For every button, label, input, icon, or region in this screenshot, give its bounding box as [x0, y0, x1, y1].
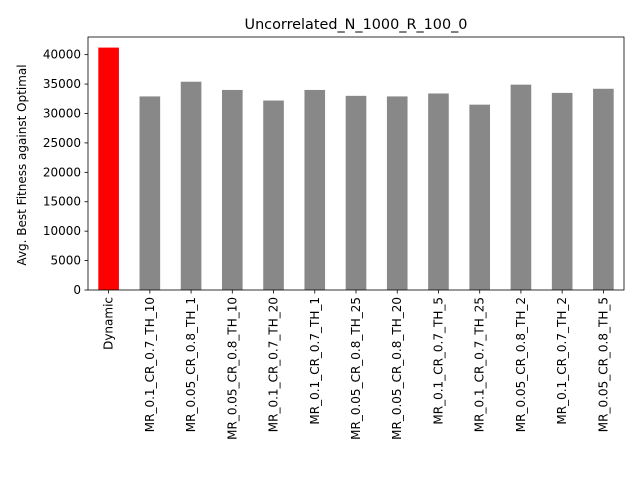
y-tick-label-2: 10000 — [43, 224, 81, 238]
x-tick-label-0: Dynamic — [102, 297, 116, 350]
bar-2 — [180, 81, 202, 290]
x-tick-label-12: MR_0.05_CR_0.8_TH_5 — [596, 297, 610, 432]
bar-7 — [386, 96, 408, 291]
bar-5 — [304, 89, 326, 290]
chart-title: Uncorrelated_N_1000_R_100_0 — [245, 17, 468, 33]
bar-1 — [139, 96, 161, 291]
y-axis-label: Avg. Best Fitness against Optimal — [15, 64, 29, 265]
y-tick-label-6: 30000 — [43, 106, 81, 120]
y-axis: 0 5000 10000 15000 20000 25000 30000 35000 40000 — [43, 48, 88, 297]
bar-0 — [98, 47, 119, 291]
y-tick-label-7: 35000 — [43, 77, 81, 91]
x-tick-label-6: MR_0.05_CR_0.8_TH_25 — [349, 297, 363, 440]
y-tick-label-5: 25000 — [43, 136, 81, 150]
x-tick-label-8: MR_0.1_CR_0.7_TH_5 — [431, 297, 445, 425]
y-tick-label-0: 0 — [73, 283, 81, 297]
x-tick-label-4: MR_0.1_CR_0.7_TH_20 — [267, 297, 281, 432]
bar-4 — [263, 100, 284, 290]
x-tick-label-11: MR_0.1_CR_0.7_TH_2 — [555, 297, 569, 425]
bar-3 — [222, 89, 243, 290]
x-tick-label-1: MR_0.1_CR_0.7_TH_10 — [143, 297, 157, 432]
y-tick-label-8: 40000 — [43, 48, 81, 62]
plot-frame — [87, 36, 625, 291]
x-tick-label-7: MR_0.05_CR_0.8_TH_20 — [390, 297, 404, 440]
bar-12 — [593, 88, 614, 290]
y-tick-label-1: 5000 — [50, 254, 81, 268]
bar-9 — [469, 104, 490, 290]
x-tick-label-10: MR_0.05_CR_0.8_TH_2 — [514, 297, 528, 432]
x-tick-label-5: MR_0.1_CR_0.7_TH_1 — [308, 297, 322, 425]
y-tick-label-4: 20000 — [43, 165, 81, 179]
bars-group — [98, 47, 614, 291]
x-axis: Dynamic MR_0.1_CR_0.7_TH_10 MR_0.05_CR_0.8… — [102, 290, 610, 440]
bar-6 — [345, 95, 367, 290]
y-tick-label-3: 15000 — [43, 195, 81, 209]
x-tick-label-2: MR_0.05_CR_0.8_TH_1 — [184, 297, 198, 432]
axes-frame — [87, 36, 625, 291]
x-tick-label-3: MR_0.05_CR_0.8_TH_10 — [225, 297, 239, 440]
x-tick-label-9: MR_0.1_CR_0.7_TH_25 — [473, 297, 487, 432]
bar-10 — [510, 84, 532, 290]
bar-11 — [551, 92, 573, 291]
bar-8 — [428, 93, 449, 290]
